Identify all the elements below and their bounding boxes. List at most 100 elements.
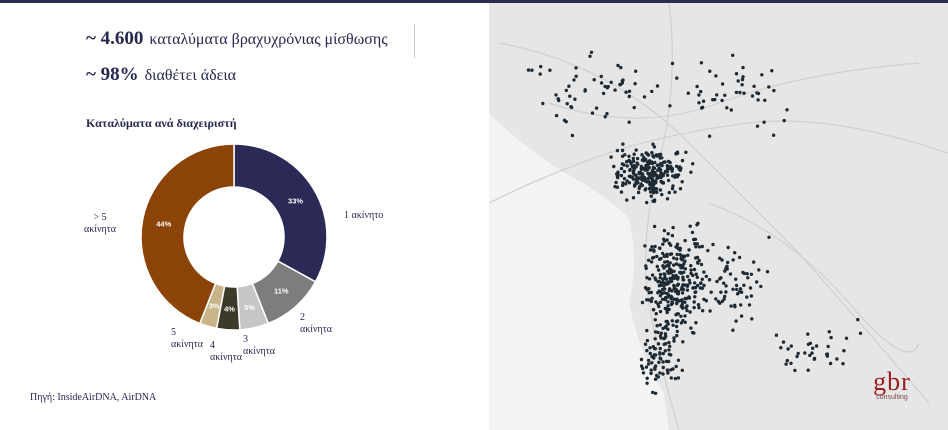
listing-marker [646, 167, 650, 171]
listing-marker [619, 65, 623, 70]
map [489, 3, 948, 430]
listing-marker [699, 61, 704, 65]
brand-logo: gbr consulting [862, 369, 922, 402]
listing-marker [686, 91, 690, 95]
listing-marker [685, 308, 689, 313]
listing-marker [627, 89, 632, 94]
listing-marker [654, 312, 658, 316]
source-note: Πηγή: InsideAirDNA, AirDNA [30, 392, 157, 403]
listing-marker [641, 371, 646, 375]
stat-licensed-text: διαθέτει άδεια [144, 67, 237, 84]
listing-marker [740, 77, 745, 82]
listing-marker [680, 180, 684, 184]
listing-marker [599, 74, 603, 79]
listing-marker [666, 232, 670, 236]
listing-marker [736, 79, 740, 83]
listing-marker [767, 85, 771, 89]
listing-marker [687, 296, 692, 300]
listing-marker [742, 91, 746, 95]
listing-marker [665, 197, 670, 201]
listing-marker [667, 288, 672, 293]
listing-marker [675, 76, 679, 80]
listing-marker [640, 153, 644, 157]
listing-marker [658, 175, 663, 179]
listing-marker [653, 377, 658, 381]
listing-marker [683, 259, 687, 263]
listing-marker [701, 309, 705, 313]
listing-marker [759, 284, 763, 289]
listing-marker [671, 174, 675, 178]
stat-listings-text: καταλύματα βραχυχρόνιας μίσθωσης [149, 31, 388, 48]
slice-category-label: 3 ακίνητα [243, 334, 276, 357]
listing-marker [648, 346, 652, 350]
listing-marker [692, 300, 696, 304]
listing-marker [674, 364, 678, 369]
listing-marker [643, 342, 648, 346]
listing-marker [606, 84, 610, 89]
listing-marker [642, 95, 647, 99]
listing-marker [641, 366, 645, 371]
listing-marker [679, 287, 684, 291]
listing-marker [621, 78, 625, 82]
listing-marker [650, 245, 654, 249]
listing-marker [683, 300, 687, 304]
listing-marker [812, 357, 816, 361]
listing-marker [698, 286, 703, 290]
listing-marker [621, 181, 625, 185]
listing-marker [779, 346, 783, 350]
listing-marker [742, 271, 746, 276]
listing-marker [731, 328, 735, 332]
listing-marker [718, 277, 722, 281]
listing-marker [564, 120, 568, 124]
listing-marker [645, 163, 649, 167]
listing-marker [648, 248, 653, 252]
listing-marker [554, 113, 559, 118]
listing-marker [782, 118, 786, 123]
listing-marker [631, 196, 636, 200]
listing-marker [676, 358, 681, 362]
listing-marker [625, 198, 629, 202]
listing-marker [774, 333, 779, 337]
listing-marker [827, 330, 831, 334]
listing-marker [658, 323, 662, 327]
listing-marker [659, 290, 663, 294]
listing-marker [660, 156, 664, 160]
listing-marker [696, 303, 701, 307]
listing-marker [668, 344, 672, 348]
listing-marker [649, 194, 653, 198]
listing-marker [650, 89, 654, 94]
listing-marker [724, 290, 728, 294]
listing-marker [781, 340, 786, 344]
listing-marker [669, 270, 673, 275]
listing-marker [526, 68, 531, 72]
listing-marker [697, 258, 701, 263]
listing-marker [654, 187, 659, 191]
listing-marker [658, 294, 663, 298]
listing-marker [655, 324, 659, 328]
listing-marker [691, 286, 695, 290]
listing-marker [641, 166, 646, 170]
listing-marker [637, 186, 641, 191]
listing-marker [811, 346, 815, 350]
listing-marker [709, 290, 713, 294]
listing-marker [650, 354, 654, 359]
listing-marker [755, 280, 759, 284]
listing-marker [650, 361, 654, 365]
listing-marker [680, 291, 685, 295]
listing-marker [645, 200, 649, 205]
listing-marker [749, 294, 754, 298]
listing-marker [741, 65, 745, 70]
listing-marker [634, 173, 638, 177]
listing-marker [674, 164, 679, 168]
listing-marker [663, 169, 668, 173]
listing-marker [634, 178, 639, 182]
listing-marker [841, 362, 845, 366]
listing-marker [659, 162, 663, 166]
listing-marker [616, 63, 620, 68]
listing-marker [683, 238, 687, 243]
listing-marker [652, 224, 657, 229]
listing-marker [661, 264, 665, 268]
listing-marker [669, 376, 673, 380]
donut-slice [140, 143, 235, 325]
listing-marker [567, 84, 571, 88]
